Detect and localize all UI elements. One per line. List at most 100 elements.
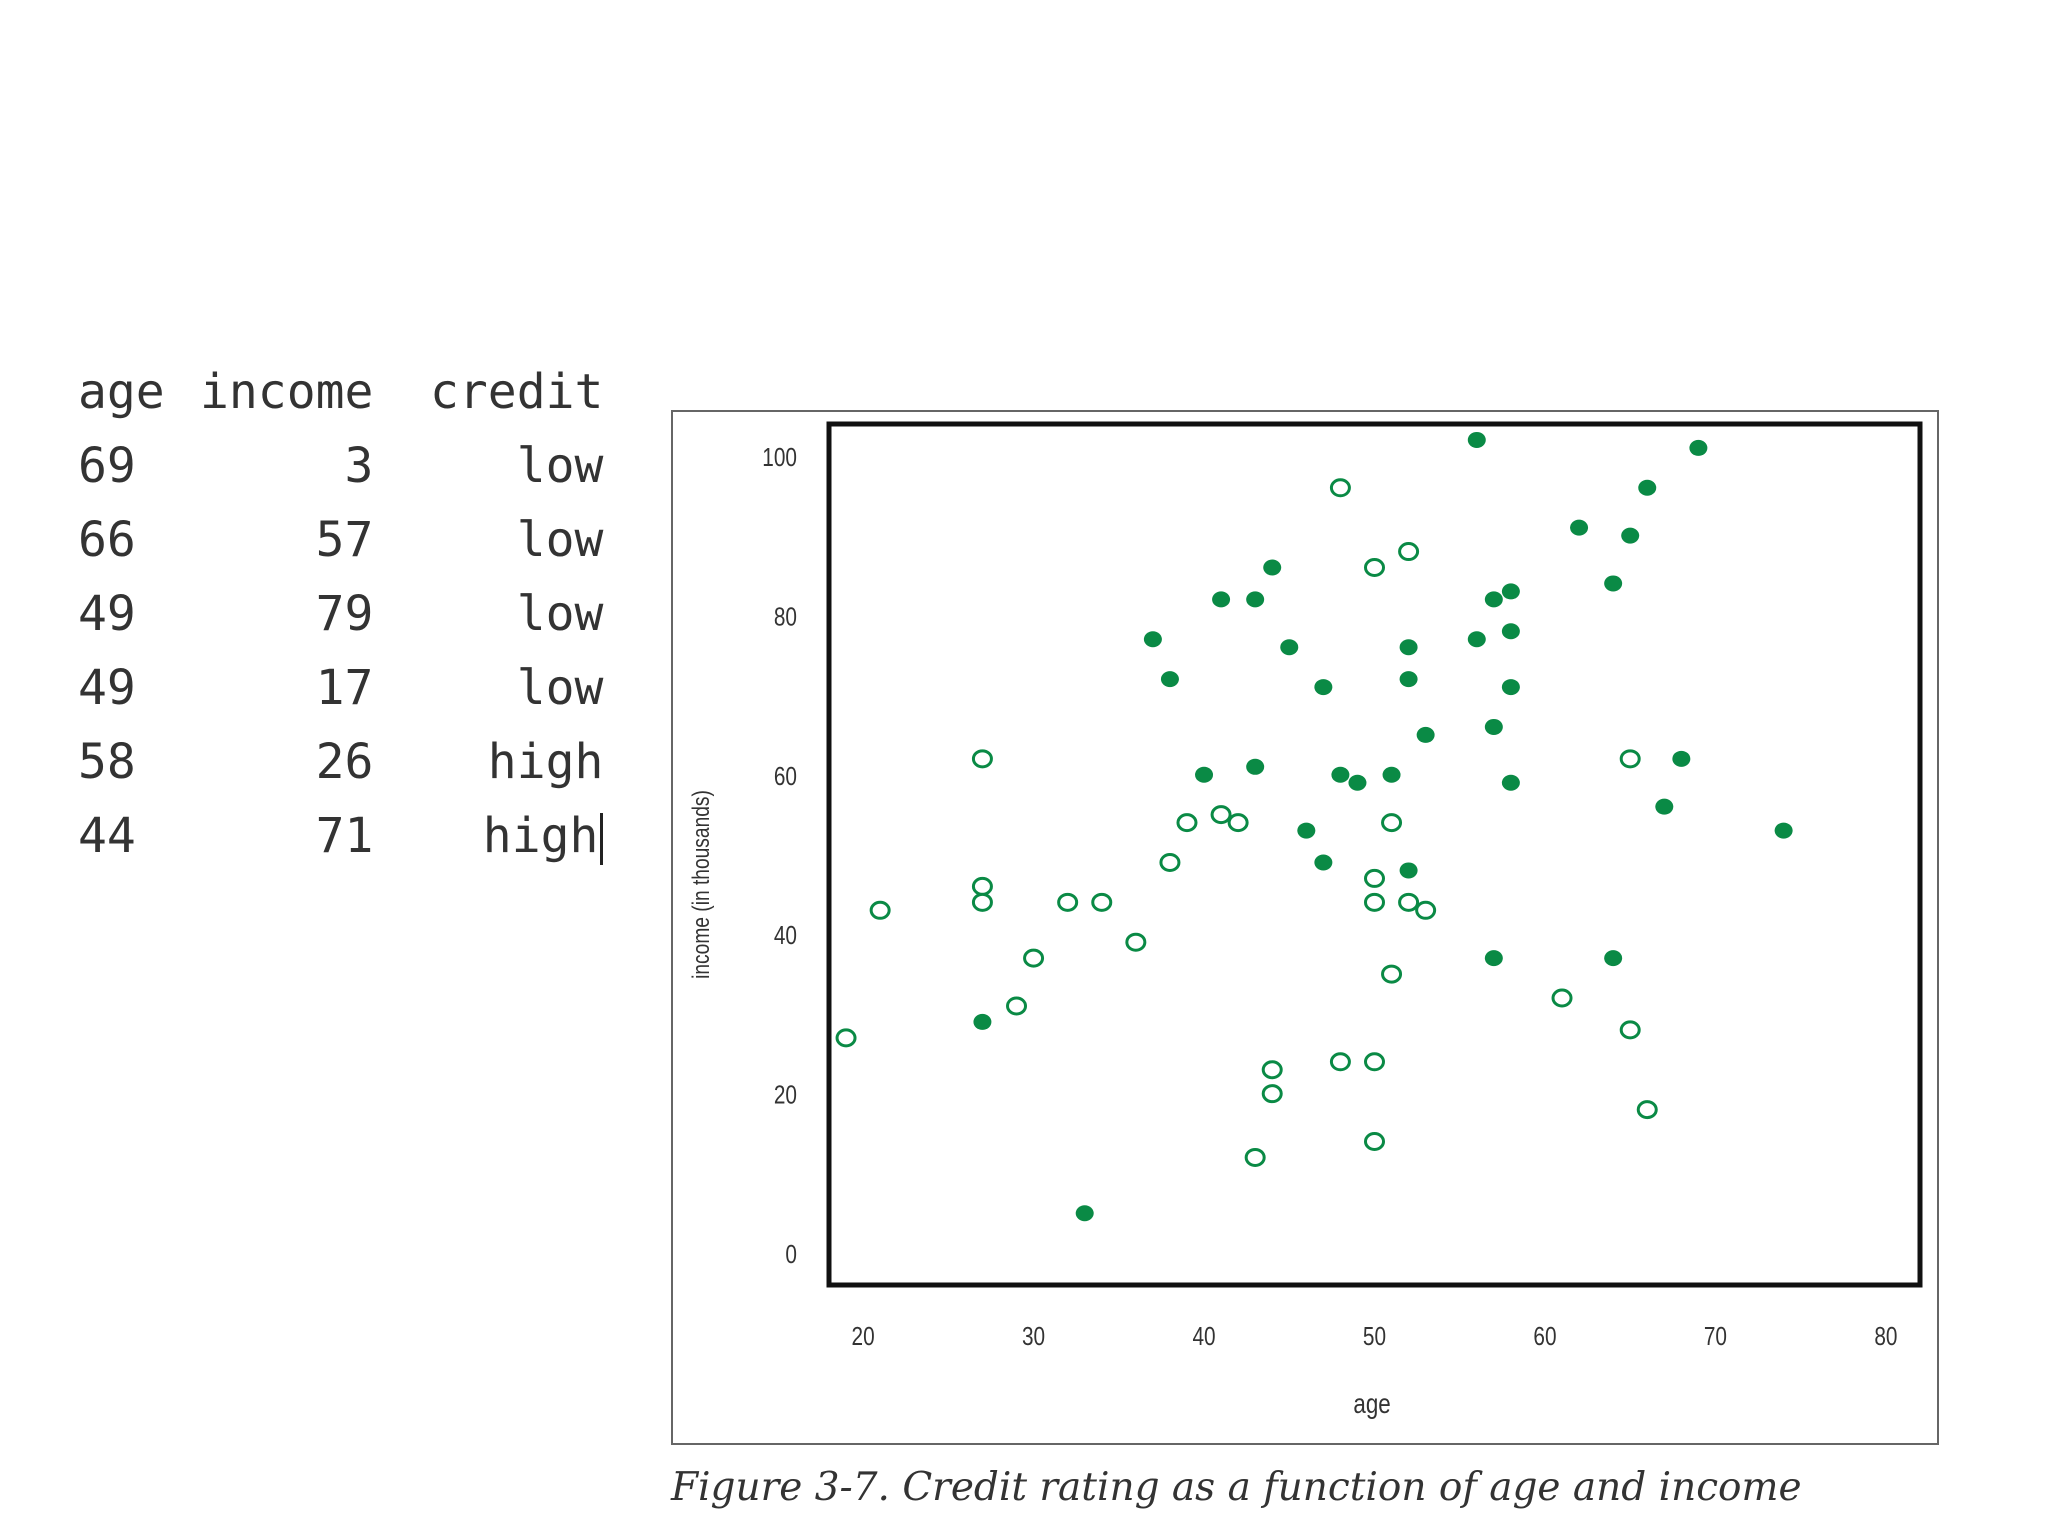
table-row: 49 79 low <box>78 577 603 651</box>
data-point-hollow <box>1398 892 1420 912</box>
y-tick-label: 100 <box>762 443 797 472</box>
figure-caption: Figure 3-7. Credit rating as a function … <box>671 1465 1802 1510</box>
x-tick-label: 30 <box>1022 1322 1045 1351</box>
text-cursor <box>600 813 604 865</box>
data-point-filled <box>1467 631 1486 648</box>
cell-age: 49 <box>78 586 136 642</box>
data-point-hollow <box>1210 805 1232 825</box>
data-point-hollow <box>971 892 993 912</box>
cell-income: 79 <box>315 586 374 642</box>
data-point-hollow <box>1057 892 1079 912</box>
header-credit: credit <box>430 364 604 420</box>
data-point-filled <box>1621 527 1640 544</box>
cell-income: 3 <box>344 438 374 494</box>
cell-credit-text: high <box>482 808 599 864</box>
data-point-hollow <box>1329 478 1351 498</box>
data-point-hollow <box>1415 900 1437 920</box>
y-tick-label: 80 <box>774 602 797 631</box>
y-tick-label: 40 <box>774 921 797 950</box>
cell-credit: high <box>487 734 604 790</box>
data-point-filled <box>1467 431 1486 448</box>
data-point-filled <box>1314 679 1333 696</box>
data-point-hollow <box>835 1028 857 1048</box>
scatter-chart: 20 30 40 50 60 70 80 0 20 40 60 80 100 age income (in … <box>687 421 1923 1420</box>
data-point-filled <box>1160 671 1179 688</box>
x-tick-label: 50 <box>1363 1322 1386 1351</box>
data-point-hollow <box>1261 1060 1283 1080</box>
data-point-filled <box>1246 758 1265 775</box>
data-point-hollow <box>1364 892 1385 912</box>
data-point-filled <box>1501 583 1520 600</box>
data-point-filled <box>1484 591 1503 608</box>
data-point-filled <box>1774 822 1793 839</box>
data-point-filled <box>1501 679 1520 696</box>
data-point-filled <box>1263 559 1282 576</box>
x-tick-label: 20 <box>852 1322 875 1351</box>
y-tick-label: 20 <box>774 1080 797 1109</box>
cell-age: 66 <box>78 512 136 568</box>
data-point-hollow <box>1329 1052 1351 1072</box>
cell-age: 69 <box>78 438 136 494</box>
x-tick-label: 60 <box>1533 1322 1556 1351</box>
table-row: 58 26 high <box>78 725 603 799</box>
y-tick-label: 0 <box>785 1240 797 1269</box>
data-point-filled <box>1399 671 1418 688</box>
header-age: age <box>78 364 165 420</box>
cell-income: 71 <box>315 808 374 864</box>
data-point-hollow <box>1364 1132 1385 1151</box>
data-point-hollow <box>1125 932 1147 952</box>
cell-credit: low <box>516 660 604 716</box>
header-income: income <box>200 364 374 420</box>
data-point-filled <box>1246 591 1265 608</box>
data-point-hollow <box>1244 1147 1266 1167</box>
cell-age: 44 <box>78 808 136 864</box>
data-point-filled <box>1075 1205 1094 1222</box>
cell-age: 49 <box>78 660 136 716</box>
x-tick-label: 70 <box>1704 1322 1727 1351</box>
data-point-hollow <box>971 876 993 896</box>
data-point-hollow <box>971 749 993 769</box>
data-point-filled <box>1331 766 1350 783</box>
figure-frame: 20 30 40 50 60 70 80 0 20 40 60 80 100 age income (in … <box>671 410 1939 1445</box>
table-row: 44 71 high <box>78 799 604 873</box>
data-point-hollow <box>1381 964 1403 984</box>
data-point-hollow <box>1398 542 1420 562</box>
cell-income: 57 <box>315 512 374 568</box>
x-tick-label: 40 <box>1192 1322 1215 1351</box>
y-tick-label: 60 <box>774 762 797 791</box>
data-point-filled <box>1195 766 1214 783</box>
data-point-filled <box>1348 774 1367 791</box>
data-point-filled <box>1212 591 1231 608</box>
data-point-filled <box>1501 774 1520 791</box>
cell-income: 17 <box>315 660 374 716</box>
data-point-hollow <box>1159 852 1181 872</box>
cell-credit[interactable]: high <box>373 799 604 873</box>
table-row: 49 17 low <box>78 651 603 725</box>
data-point-filled <box>1672 750 1691 767</box>
cell-income: 26 <box>315 734 374 790</box>
data-point-filled <box>1280 639 1299 656</box>
table-row: 69 3 low <box>78 429 603 503</box>
data-point-hollow <box>1364 868 1385 888</box>
data-point-filled <box>1655 798 1674 815</box>
data-point-filled <box>1399 862 1418 879</box>
data-point-hollow <box>1023 948 1045 968</box>
cell-credit: low <box>516 512 604 568</box>
data-point-filled <box>1501 623 1520 640</box>
data-point-filled <box>1314 854 1333 871</box>
data-point-filled <box>1604 950 1623 967</box>
data-point-filled <box>1638 479 1657 496</box>
data-point-filled <box>1689 439 1708 456</box>
data-point-hollow <box>869 900 891 920</box>
table-row: 66 57 low <box>78 503 603 577</box>
data-point-filled <box>973 1013 992 1030</box>
table-header-row: age income credit <box>78 355 603 429</box>
data-point-hollow <box>1006 996 1028 1016</box>
data-point-filled <box>1399 639 1418 656</box>
data-point-filled <box>1484 950 1503 967</box>
plot-area-frame <box>826 421 1923 1288</box>
data-point-hollow <box>1364 1052 1385 1072</box>
data-point-hollow <box>1636 1100 1658 1120</box>
data-point-filled <box>1604 575 1623 592</box>
data-point-hollow <box>1091 892 1113 912</box>
